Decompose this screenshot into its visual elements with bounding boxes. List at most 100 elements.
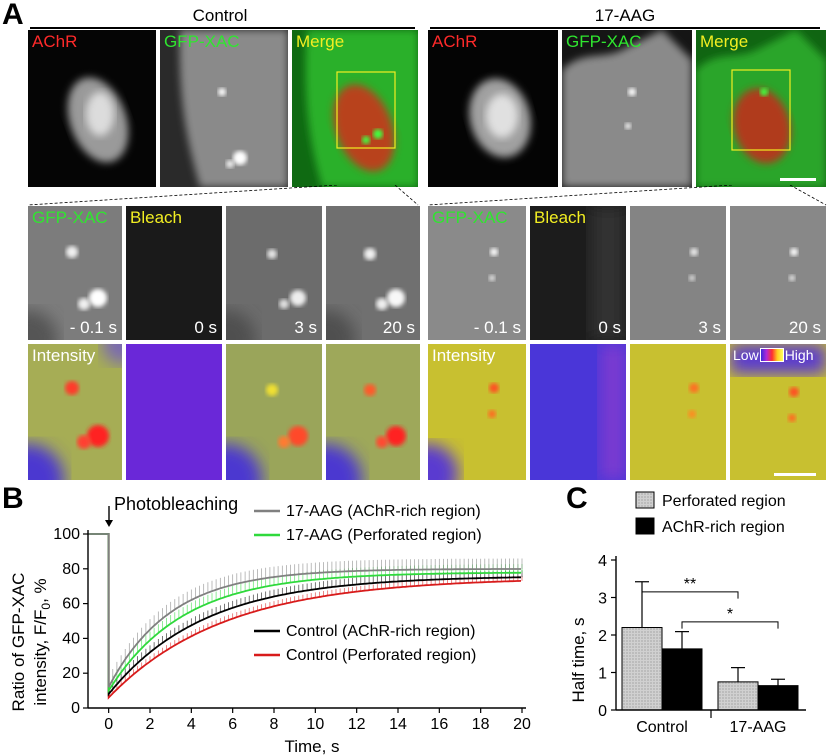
c-significance-bracket <box>641 591 739 599</box>
colorbar-high-label: High <box>784 347 814 363</box>
c-bar <box>717 681 759 711</box>
label-merge: Merge <box>296 32 345 51</box>
control-achr-image: AChR <box>28 30 156 187</box>
b-x-tick-label: 8 <box>270 716 279 733</box>
control-gfp-xac-zoom-3s: 3 s <box>226 206 322 340</box>
b-annotation-arrow-icon <box>105 506 113 527</box>
control-gfp-xac-image: GFP-XAC <box>160 30 288 187</box>
time-label-0: 0 s <box>598 318 621 337</box>
c-bar <box>621 627 663 711</box>
colorbar-low-label: Low <box>733 347 759 363</box>
b-ylabel-subscript: 0 <box>39 603 53 610</box>
c-legend-label: Perforated region <box>662 493 786 510</box>
b-ylabel-suffix: , % <box>31 578 50 603</box>
c-legend-swatch <box>635 517 655 535</box>
c-ylabel: Half time, s <box>569 617 588 702</box>
b-series-line <box>88 533 522 700</box>
b-x-tick-label: 6 <box>228 716 237 733</box>
b-y-tick-label: 100 <box>53 526 80 543</box>
b-x-tick-label: 2 <box>146 716 155 733</box>
c-legend-label: AChR-rich region <box>662 519 785 536</box>
control-gfp-xac-zoom-20s: 20 s <box>326 206 420 340</box>
b-xlabel: Time, s <box>284 737 339 756</box>
b-x-tick-label: 4 <box>187 716 196 733</box>
c-bar <box>661 648 703 711</box>
label-merge: Merge <box>700 32 749 51</box>
b-ylabel-line1: Ratio of GFP-XAC <box>9 573 28 712</box>
control-merge-image: Merge <box>292 30 418 187</box>
group-rule-17aag <box>430 27 820 29</box>
c-significance-label: ** <box>684 576 696 593</box>
c-x-tick-label: 17-AAG <box>730 719 787 736</box>
label-achr: AChR <box>432 32 478 51</box>
c-y-tick-label: 1 <box>598 666 607 683</box>
aag-gfp-xac-image: GFP-XAC <box>562 30 692 187</box>
b-x-tick-label: 12 <box>348 716 366 733</box>
b-series-line <box>88 533 521 688</box>
c-y-tick-label: 4 <box>598 553 607 570</box>
time-label-pre: - 0.1 s <box>69 318 117 337</box>
c-y-tick-label: 3 <box>598 591 607 608</box>
aag-intensity-bleach <box>530 344 626 480</box>
aag-bleach-zoom: Bleach 0 s <box>530 206 626 340</box>
aag-merge-image: Merge <box>696 30 826 187</box>
aag-gfp-xac-zoom-3s: 3 s <box>630 206 726 340</box>
label-achr: AChR <box>32 32 78 51</box>
b-annotation: Photobleaching <box>114 494 238 514</box>
b-legend-label: 17-AAG (AChR-rich region) <box>286 503 481 520</box>
panel-letter-c: C <box>566 482 588 515</box>
control-intensity-bleach <box>126 344 222 480</box>
time-label-3: 3 s <box>698 318 721 337</box>
b-series-line <box>88 533 522 694</box>
c-significance-label: * <box>727 606 733 623</box>
b-error-bars <box>112 558 523 680</box>
aag-intensity-3s <box>630 344 726 480</box>
time-label-3: 3 s <box>294 318 317 337</box>
label-bleach: Bleach <box>130 208 182 227</box>
panel-letter-b: B <box>2 482 24 515</box>
time-label-0: 0 s <box>194 318 217 337</box>
control-bleach-zoom: Bleach 0 s <box>126 206 222 340</box>
panel-letter-a: A <box>2 0 24 31</box>
label-intensity: Intensity <box>32 346 96 365</box>
b-x-tick-label: 16 <box>430 716 448 733</box>
aag-gfp-xac-zoom-20s: 20 s <box>730 206 826 340</box>
b-error-bars <box>112 575 523 694</box>
control-intensity-pre: Intensity <box>28 344 122 480</box>
label-gfp-xac-zoom: GFP-XAC <box>432 208 508 227</box>
time-label-20: 20 s <box>382 318 415 337</box>
b-x-tick-label: 10 <box>306 716 324 733</box>
recovery-line-chart: 0 20 40 60 80 100 0 2 4 6 8 10 12 14 16 18 20 Photobleac… <box>9 494 531 756</box>
b-legend-label: Control (Perforated region) <box>286 647 476 664</box>
b-y-tick-label: 80 <box>62 561 80 578</box>
b-y-tick-label: 60 <box>62 596 80 613</box>
colorbar-swatch <box>759 348 784 362</box>
label-gfp-xac: GFP-XAC <box>164 32 240 51</box>
control-intensity-20s <box>326 344 420 480</box>
c-bar <box>757 685 799 711</box>
group-title-17aag: 17-AAG <box>594 6 656 25</box>
c-y-tick-label: 2 <box>598 628 607 645</box>
label-bleach: Bleach <box>534 208 586 227</box>
group-title-control: Control <box>192 6 248 25</box>
b-ylabel-line2: intensity, F/F0, % <box>31 578 53 705</box>
b-legend-label: 17-AAG (Perforated region) <box>286 527 482 544</box>
label-intensity: Intensity <box>432 346 496 365</box>
b-ylabel-main: intensity, F/F <box>31 610 50 706</box>
b-series-line <box>88 533 521 697</box>
colorbar-legend: Low High <box>733 347 813 363</box>
aag-intensity-20s: Low High <box>730 344 826 480</box>
label-gfp-xac: GFP-XAC <box>566 32 642 51</box>
b-y-tick-label: 40 <box>62 630 80 647</box>
b-x-tick-label: 20 <box>513 716 531 733</box>
group-rule-control <box>30 27 415 29</box>
c-significance-bracket <box>681 621 779 629</box>
b-y-tick-label: 0 <box>71 700 80 717</box>
c-x-tick-label: Control <box>636 719 688 736</box>
b-x-tick-label: 14 <box>389 716 407 733</box>
b-x-tick-label: 18 <box>472 716 490 733</box>
aag-achr-image: AChR <box>428 30 558 187</box>
c-legend-swatch <box>635 491 655 509</box>
zoom-guides <box>27 185 827 206</box>
control-intensity-3s <box>226 344 322 480</box>
